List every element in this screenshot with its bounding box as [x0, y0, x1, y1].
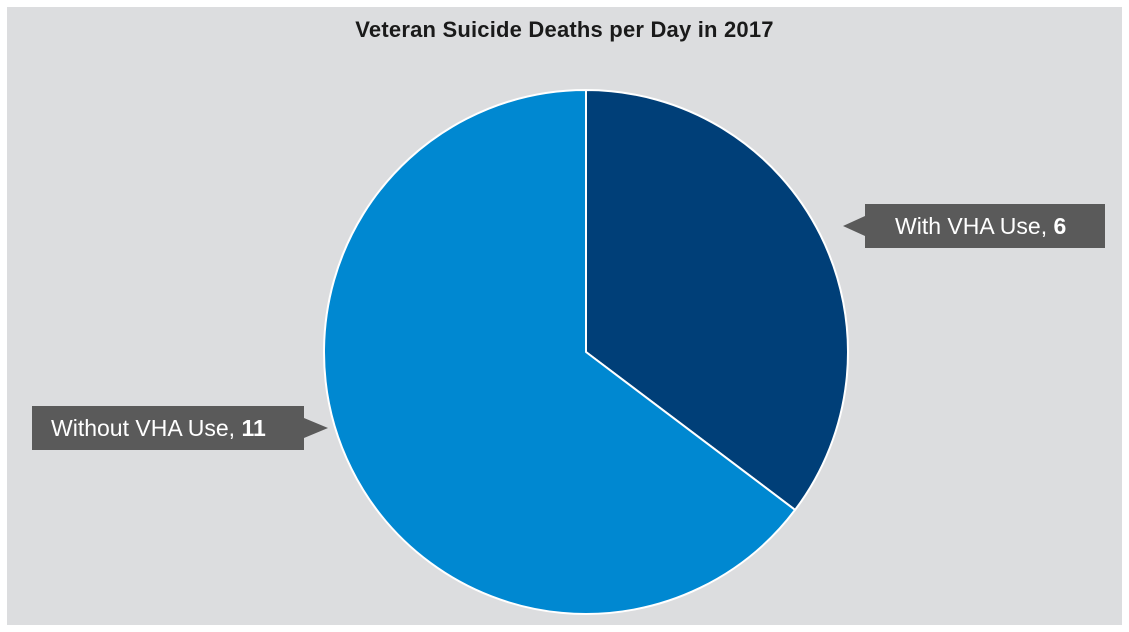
pie-slice-with-vha-use — [585, 89, 849, 511]
pie-chart — [323, 89, 849, 615]
callout-with-value: 6 — [1053, 213, 1067, 239]
callout-without-value: 11 — [241, 415, 266, 441]
callout-with-label: With VHA Use, — [895, 213, 1054, 239]
pie-slice-without-vha-use — [323, 89, 797, 615]
callout-without-label: Without VHA Use, — [51, 415, 242, 441]
chart-title: Veteran Suicide Deaths per Day in 2017 — [355, 17, 774, 42]
callout-without-vha-use: Without VHA Use, 11 — [32, 406, 328, 450]
callout-with-vha-use: With VHA Use, 6 — [843, 204, 1105, 248]
chart-area: Veteran Suicide Deaths per Day in 2017 W… — [7, 7, 1122, 625]
